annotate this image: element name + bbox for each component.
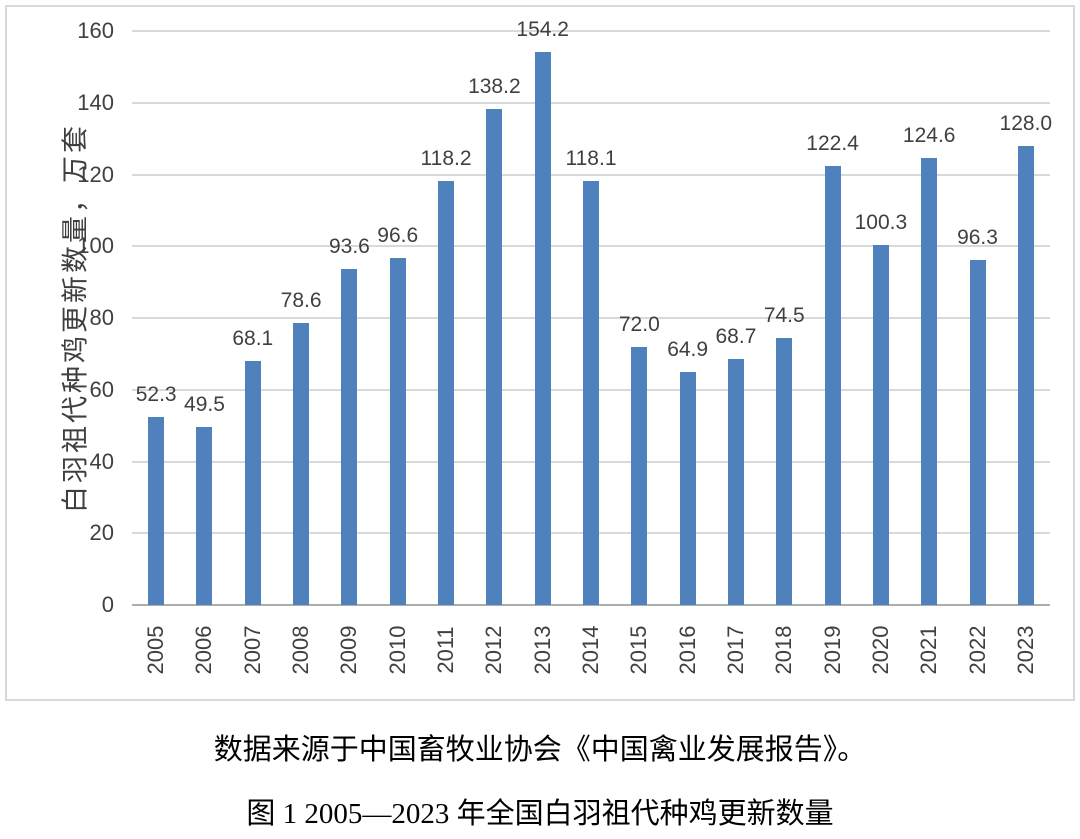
bar-2005 — [148, 417, 165, 605]
bar-2022 — [969, 259, 986, 605]
bar-value-label-2006: 49.5 — [184, 393, 225, 417]
bar-value-label-2017: 68.7 — [715, 324, 757, 348]
bar-value-label-2016: 64.9 — [667, 338, 709, 362]
gridline-120 — [132, 173, 1050, 176]
bar-value-label-2011: 118.2 — [420, 146, 472, 170]
y-tick-0: 0 — [101, 592, 114, 617]
bar-value-label-2021: 124.6 — [902, 123, 956, 147]
bar-2023 — [1017, 145, 1034, 605]
bar-2008 — [293, 323, 310, 605]
y-tick-20: 20 — [89, 520, 114, 546]
x-tick-2023: 2023 — [1012, 625, 1038, 675]
bar-value-label-2007: 68.1 — [232, 326, 274, 350]
y-tick-120: 120 — [77, 161, 114, 187]
bar-2016 — [679, 372, 696, 605]
bar-value-label-2023: 128.0 — [999, 111, 1053, 135]
x-tick-2006: 2006 — [191, 625, 217, 675]
bar-value-label-2019: 122.4 — [806, 131, 859, 155]
bar-value-label-2005: 52.3 — [135, 383, 177, 407]
y-tick-80: 80 — [89, 305, 114, 330]
x-tick-2021: 2021 — [916, 625, 942, 675]
bar-2020 — [872, 245, 889, 605]
x-tick-2005: 2005 — [143, 625, 169, 675]
bar-value-label-2020: 100.3 — [854, 211, 908, 235]
bar-2018 — [776, 337, 793, 605]
bar-value-label-2010: 96.6 — [377, 224, 419, 248]
bar-value-label-2018: 74.5 — [763, 303, 805, 327]
bar-value-label-2009: 93.6 — [328, 235, 370, 259]
gridline-140 — [132, 101, 1050, 104]
bar-2019 — [824, 165, 841, 605]
x-tick-2013: 2013 — [529, 625, 555, 675]
bar-2017 — [727, 358, 744, 605]
x-tick-2016: 2016 — [674, 625, 700, 675]
bar-2009 — [341, 269, 358, 605]
bar-2021 — [921, 158, 938, 605]
bar-value-label-2015: 72.0 — [618, 312, 660, 336]
bar-value-label-2013: 154.2 — [516, 17, 569, 41]
x-tick-2020: 2020 — [867, 625, 893, 675]
bar-2013 — [534, 51, 551, 605]
y-tick-60: 60 — [89, 376, 114, 402]
y-tick-140: 140 — [77, 89, 114, 115]
x-tick-2011: 2011 — [433, 626, 459, 674]
y-tick-160: 160 — [77, 18, 114, 43]
bar-value-label-2012: 138.2 — [468, 75, 521, 99]
y-tick-40: 40 — [89, 448, 114, 474]
x-tick-2007: 2007 — [239, 625, 265, 675]
x-tick-2008: 2008 — [288, 625, 314, 675]
x-tick-2022: 2022 — [964, 625, 990, 675]
bar-2007 — [244, 360, 261, 605]
bar-value-label-2008: 78.6 — [280, 289, 322, 313]
chart-frame: 白羽祖代种鸡更新数量，万套 0 20 40 60 80 100 120 140 160 52.3 2… — [5, 5, 1075, 701]
bar-value-label-2022: 96.3 — [957, 225, 998, 249]
bar-2011 — [438, 180, 455, 605]
bar-2014 — [583, 181, 599, 605]
gridline-160 — [132, 30, 1050, 32]
x-tick-2009: 2009 — [336, 625, 362, 675]
x-tick-2018: 2018 — [771, 625, 797, 675]
gridline-0 — [132, 604, 1050, 606]
x-tick-2012: 2012 — [481, 625, 507, 675]
x-tick-2015: 2015 — [626, 625, 652, 675]
x-tick-2010: 2010 — [384, 625, 410, 675]
x-tick-2019: 2019 — [819, 625, 845, 675]
bar-2015 — [631, 346, 648, 605]
y-tick-100: 100 — [77, 233, 114, 259]
bar-value-label-2014: 118.1 — [565, 147, 617, 171]
bar-2012 — [486, 109, 503, 605]
bar-2006 — [196, 427, 213, 605]
x-tick-2014: 2014 — [578, 625, 603, 675]
bar-2010 — [389, 258, 406, 605]
x-tick-2017: 2017 — [722, 625, 748, 675]
plot-area: 0 20 40 60 80 100 120 140 160 52.3 2005 49.5 2006 68.… — [77, 18, 1052, 675]
figure-caption: 图 1 2005—2023 年全国白羽祖代种鸡更新数量 — [246, 798, 834, 830]
source-caption: 数据来源于中国畜牧业协会《中国禽业发展报告》。 — [213, 734, 867, 766]
